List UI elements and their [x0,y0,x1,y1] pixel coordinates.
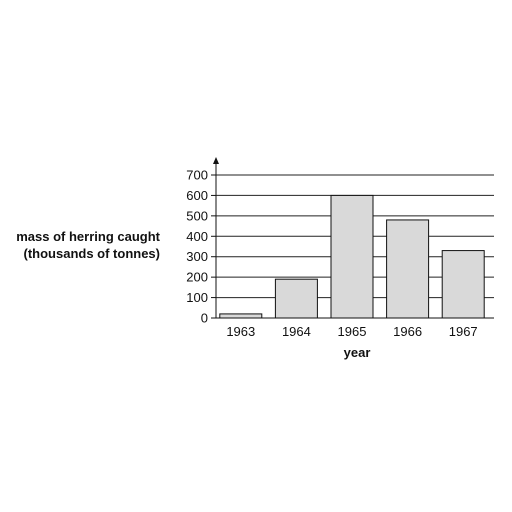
bars [219,194,485,319]
bar-1965 [330,194,374,319]
x-tick-label-1965: 1965 [338,324,367,339]
bar-1964 [274,278,318,319]
y-tick-label-200: 200 [186,270,208,285]
y-tick-label-500: 500 [186,208,208,223]
bar-1966 [386,219,430,319]
y-tick-label-100: 100 [186,290,208,305]
x-axis-label: year [343,345,371,360]
x-tick-label-1964: 1964 [282,324,311,339]
x-tick-label-1966: 1966 [393,324,422,339]
axes [211,157,494,319]
y-axis-label-line-2: (thousands of tonnes) [23,246,161,261]
tick-labels: 0 100 200 300 400 500 600 700 1963 1964 1965 1966 19… [186,168,477,340]
y-axis-arrow [213,157,219,164]
x-tick-label-1967: 1967 [449,324,478,339]
y-tick-label-0: 0 [201,311,208,326]
bar-1967 [441,250,485,319]
x-tick-label-1963: 1963 [226,324,255,339]
y-tick-label-300: 300 [186,249,208,264]
y-tick-label-400: 400 [186,229,208,244]
y-tick-label-600: 600 [186,188,208,203]
bar-1963 [219,313,263,319]
y-tick-label-700: 700 [186,168,208,183]
y-axis-label-line-1: mass of herring caught [16,229,160,244]
